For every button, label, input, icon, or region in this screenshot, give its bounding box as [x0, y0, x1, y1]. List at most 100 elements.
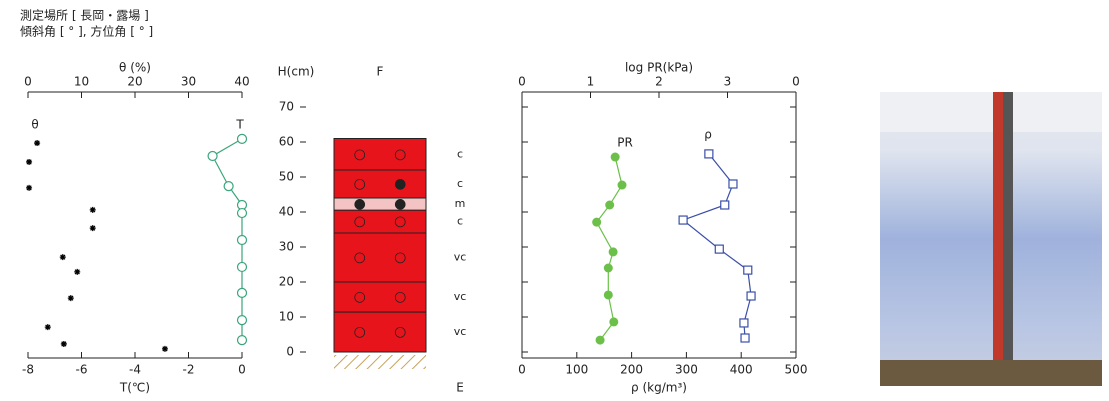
data-point [609, 317, 619, 327]
data-point [236, 234, 248, 246]
grain-shape: ○ [394, 146, 406, 162]
x2-tick-label: 3 [724, 75, 732, 89]
x2-tick-label: 40 [234, 75, 249, 89]
data-point [704, 149, 714, 159]
grain-shape: ○ [354, 250, 366, 266]
x-tick-label: 300 [675, 363, 698, 377]
data-point [714, 244, 724, 254]
data-point [605, 200, 615, 210]
ground-hatch [334, 355, 426, 369]
data-point [595, 335, 605, 345]
snow-layer [333, 169, 427, 199]
snow-layer [333, 209, 427, 234]
data-point [74, 268, 81, 275]
data-point [740, 333, 750, 343]
x-tick-label: 400 [730, 363, 753, 377]
series-name: PR [617, 136, 633, 150]
data-point [34, 140, 41, 147]
column-title: F [377, 65, 384, 79]
location-label: 測定場所 [ 長岡・露場 ] [20, 8, 149, 23]
data-point [26, 158, 33, 165]
x-tick-label: 500 [785, 363, 808, 377]
data-point [678, 215, 688, 225]
data-point [746, 291, 756, 301]
x2-tick-label: 30 [181, 75, 196, 89]
grain-size: vc [454, 290, 467, 303]
data-point [236, 261, 248, 273]
x-tick-label: -6 [76, 363, 88, 377]
x-axis-label: T(℃) [119, 381, 150, 395]
x-tick-label: -8 [22, 363, 34, 377]
y-tick-label: 70 [279, 100, 294, 114]
x2-tick-label: 0 [24, 75, 32, 89]
data-point [223, 181, 234, 192]
data-point [60, 340, 67, 347]
data-point [236, 287, 248, 298]
data-point [236, 133, 248, 144]
data-point [207, 150, 218, 162]
data-point [720, 200, 730, 210]
grain-shape: ● [394, 196, 406, 212]
snow-photo [880, 92, 1102, 386]
grain-size: vc [454, 325, 467, 338]
series-line [211, 138, 243, 341]
data-point [236, 207, 248, 219]
x-tick-label: 0 [518, 363, 526, 377]
y-tick-label: 0 [286, 345, 294, 359]
x2-tick-label: 20 [127, 75, 142, 89]
grain-shape: ● [354, 196, 366, 212]
grain-shape: ○ [354, 214, 366, 230]
data-point [610, 152, 620, 162]
snow-layer [333, 197, 427, 211]
grain-size: c [457, 177, 463, 190]
data-point [89, 225, 96, 232]
grain-shape: ○ [354, 176, 366, 192]
data-point [743, 265, 753, 275]
data-point [728, 179, 738, 189]
x-tick-label: -4 [129, 363, 141, 377]
data-point [603, 290, 613, 300]
snow-layer [333, 311, 427, 353]
data-point [592, 217, 602, 227]
data-point [59, 254, 66, 261]
angles-label: 傾斜角 [ ° ], 方位角 [ ° ] [20, 24, 153, 39]
x2-tick-label: 2 [655, 75, 663, 89]
grain-shape: ● [394, 176, 406, 192]
grain-shape: ○ [354, 146, 366, 162]
x2-axis-label: log PR(kPa) [625, 61, 693, 75]
x-tick-label: 200 [620, 363, 643, 377]
grain-size: c [457, 147, 463, 160]
data-point [67, 295, 74, 302]
series-name: ρ [704, 128, 712, 142]
data-point [617, 180, 627, 190]
column-bottom-label: E [456, 381, 464, 395]
data-point [739, 318, 749, 328]
x2-tick-label: 0 [792, 75, 800, 89]
data-point [89, 206, 96, 213]
y-tick-label: 60 [279, 135, 294, 149]
data-point [44, 324, 51, 331]
grain-size: m [455, 197, 466, 210]
x-axis-label: ρ (kg/m³) [631, 381, 687, 395]
data-point [603, 263, 613, 273]
grain-shape: ○ [394, 289, 406, 305]
y-tick-label: 30 [279, 240, 294, 254]
grain-shape: ○ [354, 289, 366, 305]
grain-size: c [457, 215, 463, 228]
x2-axis-label: θ (%) [119, 61, 151, 75]
grain-shape: ○ [394, 324, 406, 340]
grain-shape: ○ [394, 214, 406, 230]
series-name: T [235, 118, 244, 132]
x-tick-label: 0 [238, 363, 246, 377]
y-tick-label: 20 [279, 275, 294, 289]
y-tick-label: 40 [279, 205, 294, 219]
x-tick-label: 100 [565, 363, 588, 377]
x2-tick-label: 0 [518, 75, 526, 89]
data-point [161, 345, 168, 352]
snow-layer [333, 138, 427, 171]
data-point [236, 335, 248, 346]
x2-tick-label: 1 [587, 75, 595, 89]
x-tick-label: -2 [183, 363, 195, 377]
y-tick-label: 50 [279, 170, 294, 184]
